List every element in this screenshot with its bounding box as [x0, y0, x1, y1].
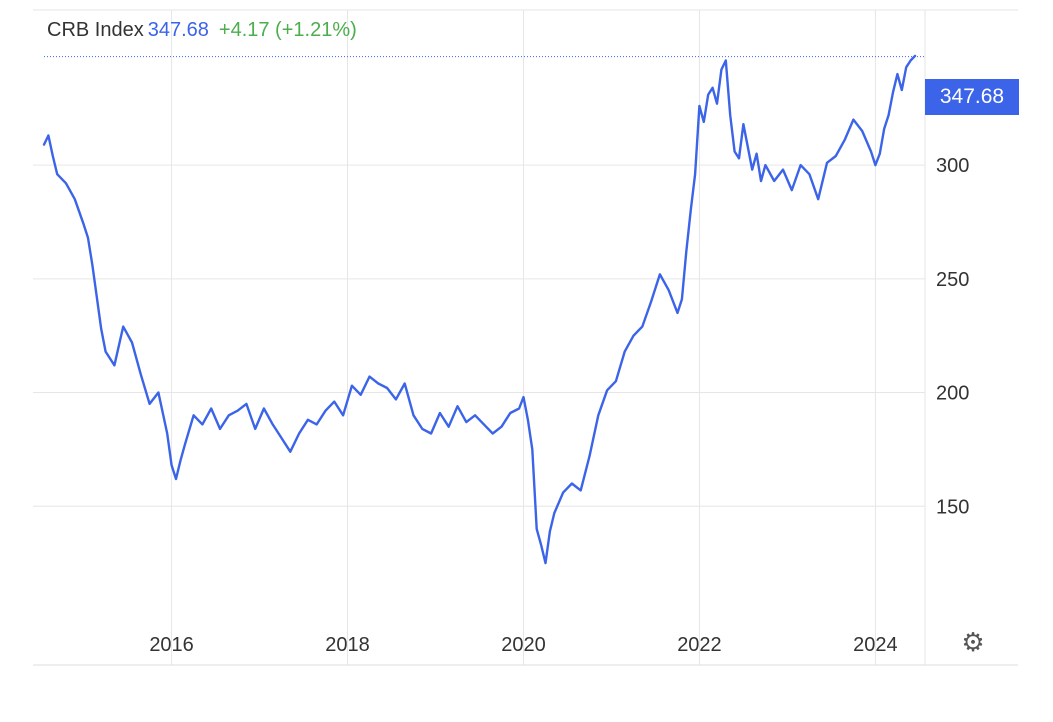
y-tick-label: 200 [936, 383, 969, 405]
legend-series-name: CRB Index [47, 19, 144, 41]
last-price-tag: 347.68 [925, 79, 1019, 115]
series-line-crb-index [42, 54, 917, 565]
gear-icon[interactable]: ⚙ [961, 628, 985, 658]
y-tick-label: 150 [936, 496, 969, 518]
x-tick-label: 2020 [501, 634, 546, 656]
x-tick-label: 2016 [149, 634, 194, 656]
x-tick-label: 2024 [853, 634, 898, 656]
x-tick-label: 2018 [325, 634, 370, 656]
chart-legend: CRB Index 347.68 +4.17 (+1.21%) [47, 19, 357, 42]
x-tick-label: 2022 [677, 634, 722, 656]
legend-change: +4.17 (+1.21%) [218, 19, 357, 41]
gridlines [33, 10, 925, 665]
y-axis-ticks: 150 200 250 300 [936, 155, 969, 518]
x-axis-ticks: 2016 2018 2020 2022 2024 [149, 634, 897, 656]
y-tick-label: 300 [936, 155, 969, 177]
legend-last-value: 347.68 [147, 19, 209, 41]
y-tick-label: 250 [936, 269, 969, 291]
